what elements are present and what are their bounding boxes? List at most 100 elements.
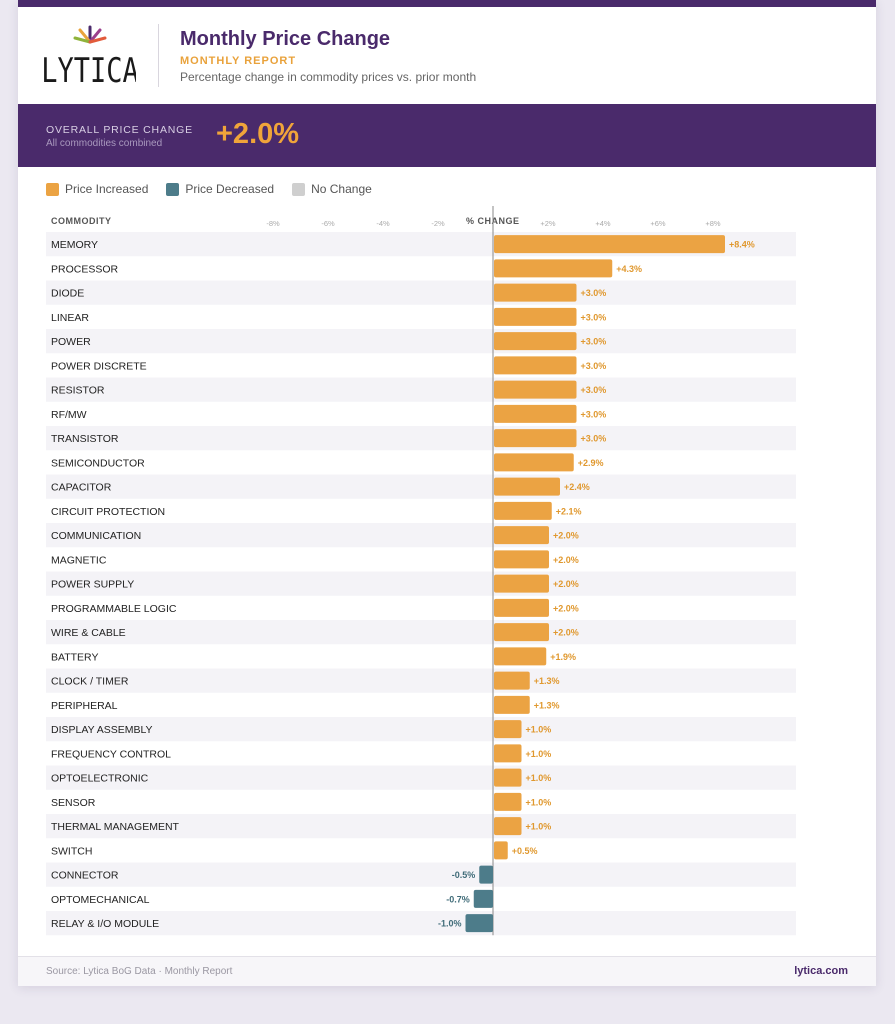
bar-value-label: +2.0% [553,603,579,613]
category-label: TRANSISTOR [51,433,119,445]
bar [494,332,577,351]
bar-value-label: +1.0% [526,822,552,832]
legend-item-increased: Price Increased [46,182,148,196]
logo-text: LYTICA [44,52,136,90]
bar [473,889,493,908]
bar [494,526,549,545]
category-label: PROGRAMMABLE LOGIC [51,603,177,615]
legend-label-no-change: No Change [311,182,372,196]
row-background [46,911,796,936]
bar-value-label: +2.1% [556,506,582,516]
legend-label-decreased: Price Decreased [185,182,275,196]
price-change-bar-chart: COMMODITY% CHANGE-8% -6% -4% -2% +2% +4% +6% +8… [46,206,796,936]
bar-value-label: -1.0% [438,919,462,929]
legend-item-no-change: No Change [292,182,372,196]
bar [494,429,577,448]
bar-value-label: -0.5% [452,870,476,880]
row-background [46,377,796,402]
bar-value-label: +0.5% [512,846,538,856]
bar-value-label: +3.0% [581,409,607,419]
bar [494,404,577,423]
bar [494,671,530,690]
category-label: FREQUENCY CONTROL [51,748,171,760]
chart-legend: Price Increased Price Decreased No Chang… [46,181,390,197]
overall-value: +2.0% [216,118,300,150]
category-label: CLOCK / TIMER [51,676,129,688]
category-label: WIRE & CABLE [51,627,126,639]
logo-starburst-icon [73,25,107,44]
bar-value-label: +8.4% [729,240,755,250]
category-label: THERMAL MANAGEMENT [51,821,180,833]
bar-value-label: +1.0% [526,797,552,807]
bar-value-label: +2.0% [553,555,579,565]
bar [494,841,508,860]
bar-value-label: +1.3% [534,676,560,686]
bar [494,598,549,617]
category-label: POWER SUPPLY [51,579,134,591]
bar-value-label: +1.9% [550,652,576,662]
bar [494,768,522,787]
bar [494,744,522,763]
bar-value-label: +2.0% [553,531,579,541]
bar [494,817,522,836]
category-label: SWITCH [51,845,92,857]
bar [494,720,522,739]
category-label: CAPACITOR [51,482,112,494]
footer-site-link[interactable]: lytica.com [794,965,848,977]
category-label: CONNECTOR [51,870,119,882]
axis-tick-label: -6% [321,219,335,228]
bar-value-label: +2.0% [553,628,579,638]
bar [494,501,552,520]
bar [494,792,522,811]
top-accent-bar [18,0,876,7]
row-background [46,620,796,645]
bar-value-label: +2.0% [553,579,579,589]
bar [494,380,577,399]
axis-tick-label: +6% [650,219,666,228]
bar-value-label: +1.0% [526,749,552,759]
bar [494,623,549,642]
overall-label: OVERALL PRICE CHANGE [46,124,193,136]
bar [465,914,493,933]
legend-swatch-increased [46,182,59,196]
axis-tick-label: -8% [266,219,280,228]
bar [494,574,549,593]
bar-value-label: +3.0% [581,337,607,347]
category-label: POWER DISCRETE [51,360,147,372]
category-label: CIRCUIT PROTECTION [51,506,165,518]
row-background [46,668,796,693]
axis-tick-label: +2% [540,219,556,228]
bar-value-label: +1.3% [534,700,560,710]
row-background [46,280,796,305]
page-title: Monthly Price Change [180,28,391,50]
bar [494,235,725,254]
bar-value-label: +2.4% [564,482,590,492]
bar-value-label: +1.0% [526,773,552,783]
overall-summary-band: OVERALL PRICE CHANGE All commodities com… [18,104,876,167]
category-label: SENSOR [51,797,96,809]
bar [479,865,493,884]
axis-tick-label: -4% [376,219,390,228]
category-label: RESISTOR [51,385,105,397]
category-label: RELAY & I/O MODULE [51,918,159,930]
bar-value-label: +3.0% [581,312,607,322]
lytica-logo: LYTICA [44,25,136,90]
row-background [46,474,796,499]
row-background [46,814,796,839]
row-background [46,862,796,887]
category-label: PERIPHERAL [51,700,118,712]
footer-source: Source: Lytica BoG Data · Monthly Report [46,966,233,977]
bar-value-label: -0.7% [446,894,470,904]
category-label: PROCESSOR [51,263,119,275]
category-label: MEMORY [51,239,98,251]
bar [494,307,577,326]
bar [494,453,574,472]
category-label: DISPLAY ASSEMBLY [51,724,153,736]
row-background [46,571,796,596]
bar [494,356,577,375]
bar [494,259,613,278]
category-label: OPTOMECHANICAL [51,894,150,906]
axis-tick-label: +4% [595,219,611,228]
axis-tick-label: +8% [705,219,721,228]
category-label: RF/MW [51,409,87,421]
